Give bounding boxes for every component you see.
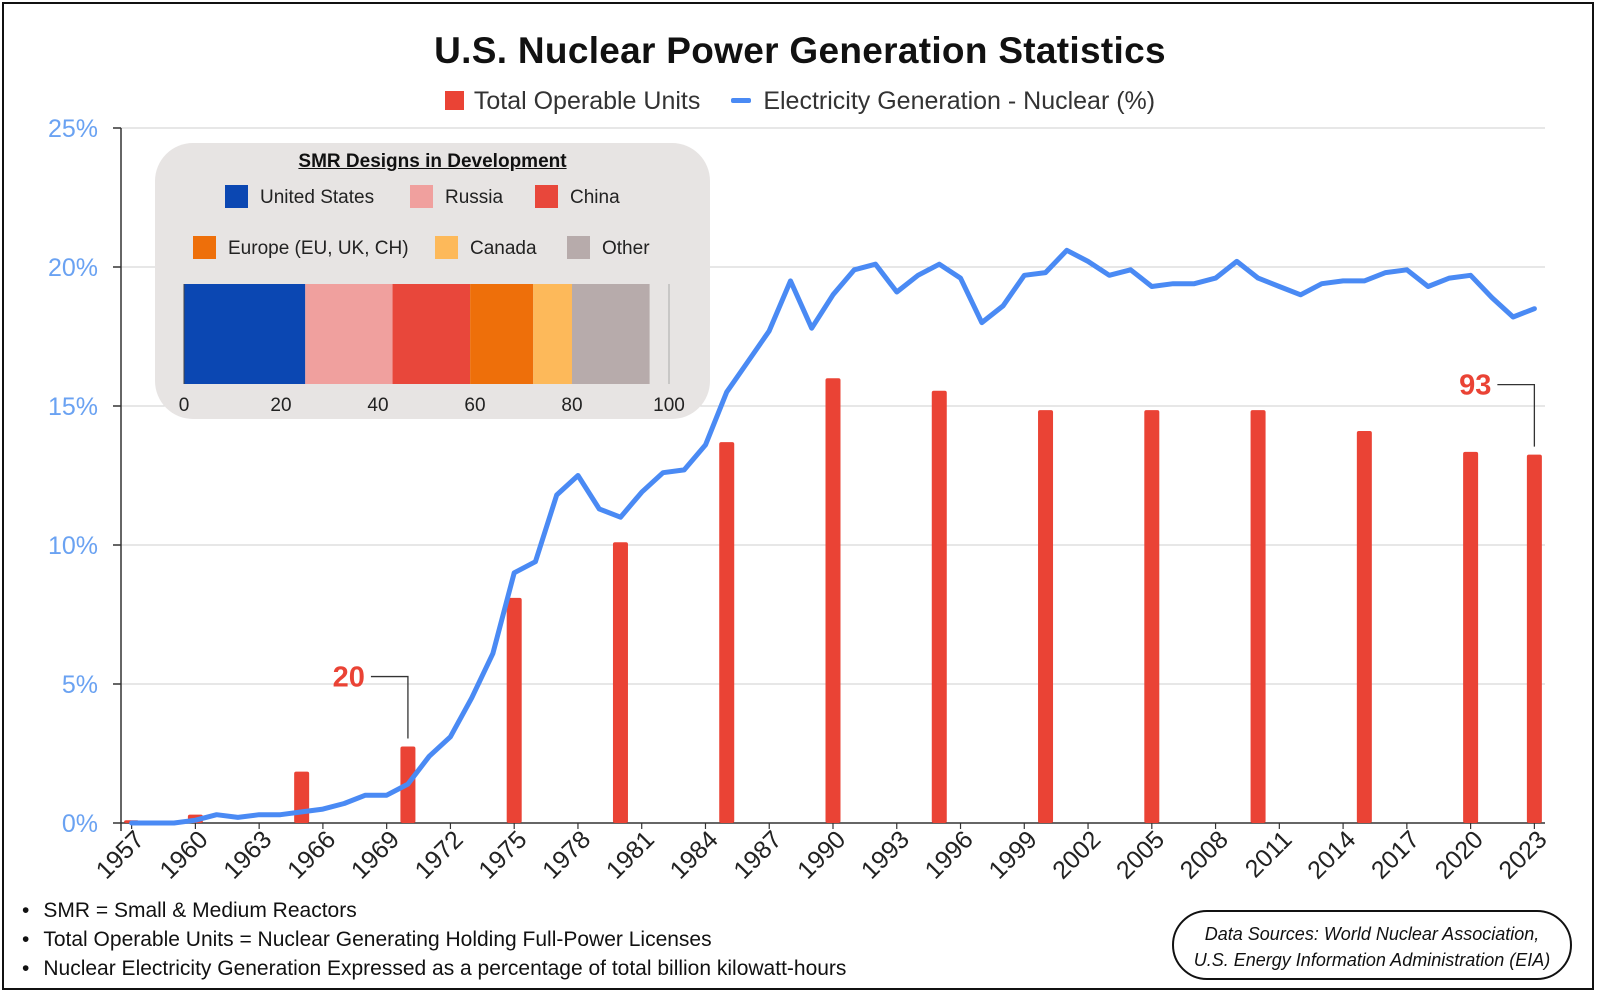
inset-tick-label: 80 — [561, 395, 582, 416]
legend-label-generation: Electricity Generation - Nuclear (%) — [763, 86, 1156, 115]
bar-units-2000 — [1038, 410, 1054, 823]
inset-legend-label-other: Other — [602, 238, 650, 259]
inset-legend-us: United States — [225, 185, 374, 209]
x-tick-label: 1996 — [920, 825, 979, 884]
y-tick-label: 25% — [48, 115, 98, 143]
y-tick-label: 15% — [48, 393, 98, 421]
x-tick-label: 1957 — [91, 825, 150, 884]
legend-item-generation[interactable]: Electricity Generation - Nuclear (%) — [731, 87, 1155, 116]
inset-swatch-us — [225, 185, 248, 208]
footnote-item: Total Operable Units = Nuclear Generatin… — [22, 925, 846, 954]
inset-legend-europe: Europe (EU, UK, CH) — [193, 236, 409, 260]
inset-legend-label-europe: Europe (EU, UK, CH) — [228, 238, 409, 259]
bar-units-1990 — [825, 378, 841, 823]
inset-swatch-other — [567, 236, 590, 259]
legend-label-units: Total Operable Units — [473, 86, 701, 115]
inset-legend-label-canada: Canada — [470, 238, 537, 259]
legend-swatch-generation — [731, 97, 752, 103]
x-tick-label: 1984 — [665, 825, 724, 884]
annotation-leader — [1497, 383, 1536, 447]
legend-item-units[interactable]: Total Operable Units — [444, 86, 701, 116]
inset-segment-2 — [392, 284, 471, 384]
x-tick-label: 2008 — [1175, 825, 1234, 884]
bar-units-2010 — [1250, 410, 1266, 823]
inset-tick-label: 100 — [653, 395, 685, 416]
bar-units-2023 — [1526, 454, 1542, 823]
line-nuclear-generation — [129, 247, 1537, 826]
x-tick-label: 1999 — [983, 825, 1042, 884]
inset-tick-label: 20 — [270, 395, 291, 416]
inset-legend-china: China — [535, 185, 620, 209]
x-tick-label: 2011 — [1240, 825, 1298, 883]
data-sources-box: Data Sources: World Nuclear Association,… — [1172, 910, 1572, 980]
y-tick-label: 5% — [62, 671, 98, 699]
x-tick-label: 1960 — [154, 825, 213, 884]
x-tick-label: 1966 — [282, 825, 341, 884]
footnotes: SMR = Small & Medium Reactors Total Oper… — [22, 896, 846, 983]
inset-legend-canada: Canada — [435, 236, 537, 260]
bar-units-1985 — [719, 442, 735, 823]
x-tick-label: 2014 — [1302, 825, 1361, 884]
bar-units-2020 — [1463, 451, 1479, 823]
inset-segment-0 — [184, 284, 306, 384]
y-tick-label: 0% — [62, 810, 98, 838]
inset-tick-label: 40 — [367, 395, 388, 416]
x-tick-label: 1969 — [346, 825, 405, 884]
x-tick-label: 2005 — [1111, 825, 1170, 884]
inset-legend-russia: Russia — [410, 185, 503, 209]
x-tick-label: 2002 — [1047, 825, 1106, 884]
sources-line-2: U.S. Energy Information Administration (… — [1193, 950, 1551, 970]
inset-segment-5 — [572, 284, 650, 384]
x-tick-label: 1993 — [856, 825, 915, 884]
annotation-label-93: 93 — [1459, 370, 1491, 402]
inset-legend-other: Other — [567, 236, 650, 260]
annotation-label-20: 20 — [333, 662, 365, 694]
inset-swatch-china — [535, 185, 558, 208]
x-tick-label: 2017 — [1366, 825, 1425, 884]
inset-legend-label-russia: Russia — [445, 187, 504, 208]
x-tick-label: 1975 — [473, 825, 532, 884]
legend-swatch-units — [444, 90, 464, 110]
inset-swatch-russia — [410, 185, 433, 208]
chart-title: U.S. Nuclear Power Generation Statistics — [434, 30, 1166, 71]
bar-units-1965 — [294, 771, 310, 823]
x-tick-label: 1963 — [218, 825, 277, 884]
annotation-leader — [370, 675, 409, 739]
y-tick-label: 20% — [48, 254, 98, 282]
footnote-item: Nuclear Electricity Generation Expressed… — [22, 954, 846, 983]
inset-segment-3 — [470, 284, 534, 384]
inset-segment-4 — [533, 284, 572, 384]
smr-inset-panel: SMR Designs in Development United States… — [155, 143, 710, 419]
x-tick-label: 1972 — [410, 825, 469, 884]
inset-title: SMR Designs in Development — [298, 151, 567, 172]
x-tick-label: 1990 — [792, 825, 851, 884]
bar-units-1975 — [506, 597, 522, 823]
bar-units-1980 — [612, 542, 628, 823]
bar-units-1995 — [931, 390, 947, 823]
inset-swatch-europe — [193, 236, 216, 259]
inset-tick-label: 0 — [179, 395, 190, 416]
x-tick-label: 1981 — [601, 825, 660, 884]
bar-units-2005 — [1144, 410, 1160, 823]
sources-line-1: Data Sources: World Nuclear Association, — [1204, 924, 1540, 944]
inset-legend-label-china: China — [570, 187, 620, 208]
inset-tick-label: 60 — [464, 395, 485, 416]
chart-legend: Total Operable Units Electricity Generat… — [0, 86, 1600, 116]
footnote-item: SMR = Small & Medium Reactors — [22, 896, 846, 925]
inset-swatch-canada — [435, 236, 458, 259]
inset-segment-1 — [305, 284, 393, 384]
bar-units-2015 — [1356, 431, 1372, 823]
x-tick-label: 2020 — [1430, 825, 1489, 884]
x-tick-label: 2023 — [1493, 825, 1552, 884]
inset-stacked-bar-chart: 0 20 40 60 80 100 — [179, 284, 685, 416]
x-tick-label: 1987 — [728, 825, 787, 884]
inset-legend-label-us: United States — [260, 187, 375, 208]
y-tick-label: 10% — [48, 532, 98, 560]
x-tick-label: 1978 — [537, 825, 596, 884]
